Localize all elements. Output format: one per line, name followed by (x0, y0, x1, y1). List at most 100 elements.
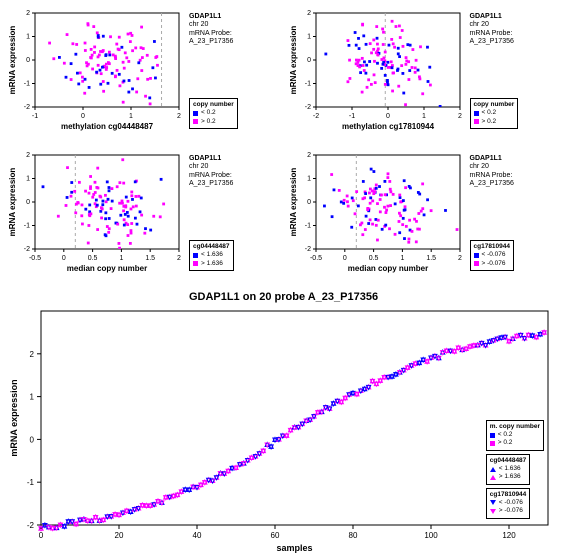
probe-id: A_23_P17356 (189, 180, 233, 188)
svg-text:80: 80 (349, 531, 358, 540)
svg-text:1: 1 (119, 255, 123, 262)
legend-label: > 0.2 (201, 118, 216, 126)
svg-text:-0.5: -0.5 (309, 255, 321, 262)
square-icon (193, 253, 198, 258)
svg-text:-2: -2 (312, 113, 318, 120)
gene-info: GDAP1L1chr 20mRNA Probe:A_23_P17356 (470, 13, 514, 47)
svg-text:-1: -1 (32, 113, 38, 120)
legend-label: > 1.636 (201, 260, 223, 268)
legend-row: > 0.2 (490, 439, 540, 447)
square-icon (490, 433, 495, 438)
svg-text:1.5: 1.5 (145, 255, 155, 262)
svg-text:-2: -2 (304, 104, 310, 111)
scatter-svg: -2-1012-2-1012methylation cg17810944mRNA… (286, 5, 466, 135)
svg-text:-1: -1 (24, 223, 30, 230)
svg-text:-1: -1 (27, 478, 35, 487)
probe-label: mRNA Probe: (189, 30, 233, 38)
legend-label: > 0.2 (482, 118, 497, 126)
panel-sideinfo: GDAP1L1chr 20mRNA Probe:A_23_P17356copy … (466, 5, 563, 143)
legend-label: < 0.2 (201, 109, 216, 117)
legend-label: > -0.076 (499, 507, 523, 515)
svg-text:2: 2 (30, 350, 35, 359)
square-icon (193, 111, 198, 116)
svg-text:100: 100 (424, 531, 438, 540)
bottom-legends: m. copy number< 0.2> 0.2cg04448487< 1.63… (486, 420, 544, 519)
svg-text:methylation cg04448487: methylation cg04448487 (61, 122, 154, 131)
triangle-up-icon (490, 467, 496, 472)
legend-label: < -0.076 (499, 499, 523, 507)
svg-text:2: 2 (177, 255, 181, 262)
legend-row: > 1.636 (490, 473, 527, 481)
svg-text:0: 0 (307, 199, 311, 206)
scatter-panel-3: -0.500.511.52-2-1012median copy numbermR… (286, 147, 563, 285)
triangle-down-icon (490, 500, 496, 505)
panel-legend: cg17810944< -0.076> -0.076 (470, 240, 515, 271)
legend-title: copy number (474, 101, 515, 108)
svg-text:0: 0 (342, 255, 346, 262)
svg-text:-2: -2 (27, 521, 35, 530)
legend-title: copy number (193, 101, 234, 108)
legend-row-magenta: > 0.2 (474, 118, 515, 126)
legend-title: cg17810944 (474, 243, 511, 250)
svg-text:2: 2 (177, 113, 181, 120)
panel-legend: copy number< 0.2> 0.2 (189, 98, 238, 129)
svg-text:2: 2 (26, 10, 30, 17)
svg-text:0: 0 (26, 199, 30, 206)
svg-text:median copy number: median copy number (67, 264, 147, 273)
svg-text:0: 0 (26, 57, 30, 64)
probe-label: mRNA Probe: (189, 172, 233, 180)
gene-name: GDAP1L1 (189, 13, 233, 21)
gene-info: GDAP1L1chr 20mRNA Probe:A_23_P17356 (470, 155, 514, 189)
svg-text:-0.5: -0.5 (29, 255, 41, 262)
probe-id: A_23_P17356 (470, 180, 514, 188)
gene-name: GDAP1L1 (470, 155, 514, 163)
legend-row-blue: < 1.636 (193, 251, 230, 259)
gene-name: GDAP1L1 (470, 13, 514, 21)
legend-row: < 0.2 (490, 431, 540, 439)
square-icon (474, 119, 479, 124)
gene-info: GDAP1L1chr 20mRNA Probe:A_23_P17356 (189, 13, 233, 47)
svg-text:1: 1 (400, 255, 404, 262)
legend-row-magenta: > 1.636 (193, 260, 230, 268)
svg-text:1: 1 (129, 113, 133, 120)
svg-text:mRNA expression: mRNA expression (8, 168, 17, 237)
svg-text:-2: -2 (24, 246, 30, 253)
svg-text:-1: -1 (348, 113, 354, 120)
svg-text:2: 2 (458, 255, 462, 262)
svg-text:mRNA expression: mRNA expression (8, 26, 17, 95)
svg-text:120: 120 (502, 531, 516, 540)
svg-text:1: 1 (26, 34, 30, 41)
svg-text:-2: -2 (24, 104, 30, 111)
legend-row-magenta: > -0.076 (474, 260, 511, 268)
legend-row: < 1.636 (490, 465, 527, 473)
chr-label: chr 20 (189, 163, 233, 171)
legend-row-magenta: > 0.2 (193, 118, 234, 126)
legend-label: < 1.636 (201, 251, 223, 259)
chr-label: chr 20 (189, 21, 233, 29)
bottom-chart-title: GDAP1L1 on 20 probe A_23_P17356 (5, 291, 562, 303)
triangle-up-icon (490, 475, 496, 480)
panel-legend: copy number< 0.2> 0.2 (470, 98, 519, 129)
scatter-panel-2: -0.500.511.52-2-1012median copy numbermR… (5, 147, 282, 285)
square-icon (490, 441, 495, 446)
svg-text:2: 2 (307, 152, 311, 159)
svg-text:0: 0 (81, 113, 85, 120)
legend-label: > 1.636 (499, 473, 521, 481)
svg-text:methylation cg17810944: methylation cg17810944 (341, 122, 434, 131)
small-multiples-grid: -1012-2-1012methylation cg04448487mRNA e… (5, 5, 562, 285)
svg-text:mRNA expression: mRNA expression (289, 26, 298, 95)
svg-text:0: 0 (39, 531, 44, 540)
triangle-down-icon (490, 509, 496, 514)
panel-sideinfo: GDAP1L1chr 20mRNA Probe:A_23_P17356 cg178… (466, 147, 563, 285)
legend-label: > -0.076 (482, 260, 506, 268)
probe-label: mRNA Probe: (470, 172, 514, 180)
legend-label: < 1.636 (499, 465, 521, 473)
svg-text:-1: -1 (24, 81, 30, 88)
probe-label: mRNA Probe: (470, 30, 514, 38)
svg-text:-1: -1 (304, 223, 310, 230)
legend-title: m. copy number (490, 423, 540, 430)
bottom-legend-0: m. copy number< 0.2> 0.2 (486, 420, 544, 451)
square-icon (474, 261, 479, 266)
svg-text:mRNA expression: mRNA expression (289, 168, 298, 237)
svg-text:40: 40 (193, 531, 202, 540)
